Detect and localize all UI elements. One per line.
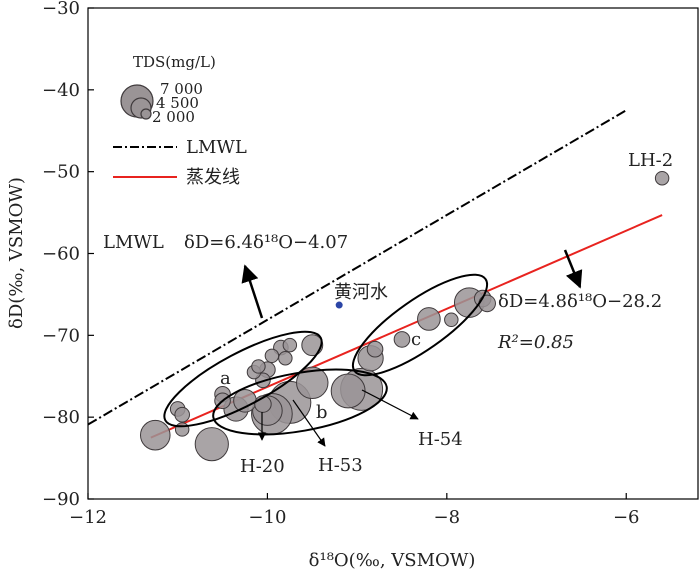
legend-size-7000: 7 000 xyxy=(160,80,203,98)
legend-size-4500: 4 500 xyxy=(156,94,199,112)
sample-point xyxy=(174,406,190,423)
sample-point xyxy=(478,294,496,313)
x-axis-label: δ¹⁸O(‰, VSMOW) xyxy=(309,550,476,571)
sample-point xyxy=(654,170,670,186)
group-b-ellipse xyxy=(212,368,388,436)
sample-point xyxy=(251,359,266,374)
yellow-river-label: 黄河水 xyxy=(334,282,388,303)
yellow-river-point xyxy=(335,301,343,309)
sample-point xyxy=(278,351,293,366)
sample-point xyxy=(264,348,280,364)
sample-point xyxy=(174,422,190,437)
evap-r2: R²=0.85 xyxy=(497,332,574,353)
y-tick-label: −90 xyxy=(42,489,80,510)
x-tick-label: −10 xyxy=(248,507,286,528)
evap-equation: δD=4.8δ¹⁸O−28.2 xyxy=(498,291,662,312)
sample-point xyxy=(393,331,411,348)
lmwl-side-label: LMWL xyxy=(103,232,164,253)
group-b-label: b xyxy=(316,402,328,423)
sample-point xyxy=(366,340,384,358)
sample-point xyxy=(330,373,366,409)
h20-label: H-20 xyxy=(240,456,285,477)
group-a-ellipse xyxy=(163,330,323,428)
x-tick-label: −6 xyxy=(613,507,640,528)
sample-point xyxy=(282,337,298,353)
legend-evap-label: 蒸发线 xyxy=(186,167,240,188)
legend-title: TDS(mg/L) xyxy=(133,53,216,71)
sample-point xyxy=(194,427,229,462)
axes-group: −12 −10 −8 −6 −90 −80 −70 −60 −50 −40 −30 xyxy=(42,0,640,528)
legend-size-2000: 2 000 xyxy=(152,108,195,126)
y-tick-label: −60 xyxy=(42,244,80,265)
sample-point xyxy=(296,366,329,400)
sample-point xyxy=(417,307,441,331)
lmwl-equation: δD=6.4δ¹⁸O−4.07 xyxy=(184,232,348,253)
evap-normal-arrow xyxy=(563,249,583,289)
y-tick-label: −70 xyxy=(42,325,80,346)
group-c-ellipse xyxy=(351,273,489,377)
markers-group xyxy=(139,170,670,462)
y-tick-label: −30 xyxy=(42,0,80,19)
h54-arrow xyxy=(361,389,419,420)
h53-label: H-53 xyxy=(318,455,363,476)
sample-point xyxy=(301,334,324,357)
lmwl-normal-arrow xyxy=(241,264,264,319)
group-a-label: a xyxy=(220,368,231,389)
group-c-label: c xyxy=(411,329,421,350)
lmwl-line xyxy=(87,109,627,426)
h54-label: H-54 xyxy=(418,429,463,450)
x-tick-label: −12 xyxy=(69,507,107,528)
sample-point xyxy=(233,388,257,413)
legend: TDS(mg/L) 7 000 4 500 2 000 LMWL 蒸发线 xyxy=(113,53,247,188)
sample-point xyxy=(139,419,171,451)
y-tick-label: −80 xyxy=(42,407,80,428)
y-axis-label: δD(‰, VSMOW) xyxy=(6,177,27,329)
y-tick-label: −50 xyxy=(42,162,80,183)
y-tick-label: −40 xyxy=(42,80,80,101)
sample-point xyxy=(444,312,459,328)
lh2-label: LH-2 xyxy=(628,150,673,171)
h53-arrow xyxy=(292,399,326,447)
legend-lmwl-label: LMWL xyxy=(186,137,247,158)
x-tick-label: −8 xyxy=(434,507,461,528)
legend-size-small xyxy=(140,108,152,120)
